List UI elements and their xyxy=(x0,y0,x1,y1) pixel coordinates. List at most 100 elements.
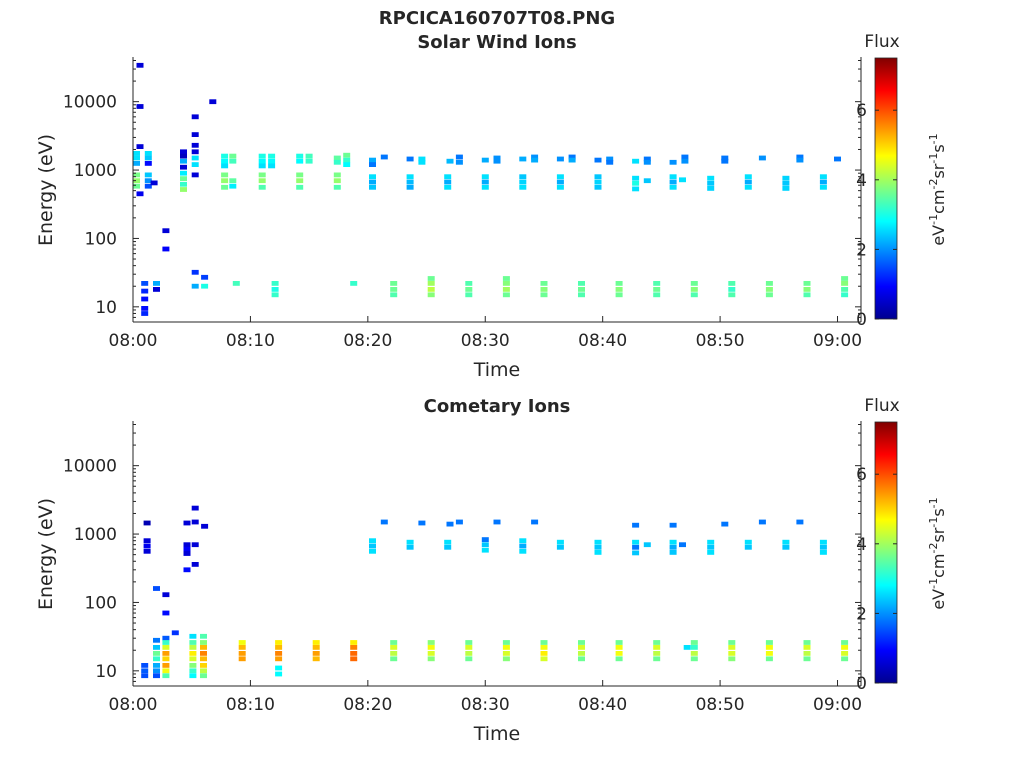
heatmap-cell xyxy=(369,538,376,544)
heatmap-cell xyxy=(841,276,849,281)
heatmap-cell xyxy=(189,673,197,679)
heatmap-cell xyxy=(444,539,452,545)
heatmap-cell xyxy=(803,281,811,286)
heatmap-cell xyxy=(502,281,510,286)
heatmap-cell xyxy=(643,159,651,165)
heatmap-cell xyxy=(540,656,548,662)
heatmap-cell xyxy=(707,180,715,186)
heatmap-cell xyxy=(707,550,715,555)
heatmap-cell xyxy=(669,174,677,180)
heatmap-cell xyxy=(765,287,773,292)
heatmap-cell xyxy=(275,645,283,650)
x-tick-label: 08:30 xyxy=(461,695,510,715)
heatmap-cell xyxy=(834,156,841,162)
heatmap-cell xyxy=(369,157,376,163)
heatmap-cell xyxy=(690,651,698,656)
heatmap-cell xyxy=(350,281,358,286)
heatmap-cell xyxy=(444,184,452,190)
heatmap-cell xyxy=(369,184,376,190)
colorbar-tick-label: 6 xyxy=(856,465,867,485)
heatmap-cell xyxy=(803,645,811,650)
x-tick-label: 08:20 xyxy=(343,331,392,351)
heatmap-cell xyxy=(141,296,149,302)
heatmap-cell xyxy=(721,155,729,161)
heatmap-cell xyxy=(803,292,811,298)
heatmap-cell xyxy=(162,228,170,234)
heatmap-cell xyxy=(721,521,729,527)
heatmap-cell xyxy=(578,287,585,292)
heatmap-cell xyxy=(144,172,152,178)
heatmap-cell xyxy=(390,292,398,298)
heatmap-cell xyxy=(141,311,149,316)
heatmap-cell xyxy=(578,640,585,645)
heatmap-cell xyxy=(143,543,151,549)
heatmap-cell xyxy=(390,645,398,650)
heatmap-cell xyxy=(615,645,623,650)
heatmap-cell xyxy=(444,179,452,185)
heatmap-cell xyxy=(502,656,510,662)
heatmap-cell xyxy=(390,651,398,656)
heatmap-cell xyxy=(427,276,435,281)
x-tick-label: 08:40 xyxy=(578,331,627,351)
heatmap-cell xyxy=(540,645,548,650)
heatmap-cell xyxy=(502,651,510,656)
heatmap-cell xyxy=(465,640,473,645)
heatmap-cell xyxy=(418,156,426,162)
heatmap-cell xyxy=(141,668,149,674)
heatmap-cell xyxy=(296,172,304,178)
heatmap-cell xyxy=(690,281,698,286)
heatmap-cell xyxy=(782,539,790,545)
heatmap-cell xyxy=(183,551,191,556)
heatmap-cell xyxy=(200,640,207,645)
heatmap-cell xyxy=(162,645,170,650)
heatmap-cell xyxy=(343,162,351,167)
heatmap-cell xyxy=(728,640,736,645)
x-tick-label: 08:40 xyxy=(578,695,627,715)
colorbar-units: eV-1cm-2sr-1s-1 xyxy=(927,133,948,245)
heatmap-cell xyxy=(481,547,489,553)
heatmap-cell xyxy=(841,287,849,292)
heatmap-cell xyxy=(191,155,199,161)
heatmap-cell xyxy=(180,164,187,170)
heatmap-cell xyxy=(594,157,602,163)
heatmap-cell xyxy=(200,668,207,674)
heatmap-cell xyxy=(707,544,715,550)
heatmap-cell xyxy=(271,292,279,298)
x-tick-label: 09:00 xyxy=(813,331,862,351)
colorbar-label: Flux xyxy=(864,32,899,52)
heatmap-cell xyxy=(841,640,849,645)
heatmap-cell xyxy=(343,157,351,163)
heatmap-cell xyxy=(141,663,149,668)
heatmap-cell xyxy=(221,172,229,178)
heatmap-cell xyxy=(275,656,283,662)
cometary-ions-panel: Cometary Ions 08:00 08:10 08:20 08:30 08:40 0… xyxy=(35,396,948,745)
heatmap-cell xyxy=(819,539,827,545)
heatmap-cell xyxy=(679,177,686,183)
heatmap-cell xyxy=(200,645,207,650)
heatmap-cell xyxy=(502,287,510,292)
heatmap-cell xyxy=(221,178,229,184)
heatmap-cell xyxy=(502,292,510,298)
heatmap-cell xyxy=(189,651,197,656)
heatmap-cell xyxy=(531,154,539,160)
heatmap-cell xyxy=(258,178,266,184)
heatmap-cell xyxy=(643,542,651,548)
heatmap-cell xyxy=(201,274,209,280)
x-tick-label: 08:50 xyxy=(696,695,745,715)
heatmap-cell xyxy=(200,673,207,679)
heatmap-cell xyxy=(296,178,304,184)
heatmap-cell xyxy=(758,155,766,161)
heatmap-cell xyxy=(369,162,376,167)
heatmap-cell xyxy=(669,539,677,545)
heatmap-cell xyxy=(653,651,661,656)
heatmap-cell xyxy=(556,184,564,190)
heatmap-cell xyxy=(153,287,160,292)
heatmap-cell xyxy=(519,156,527,162)
heatmap-cell xyxy=(728,287,736,292)
colorbar-gradient xyxy=(874,421,898,684)
y-axis-label: Energy (eV) xyxy=(35,498,57,610)
heatmap-cell xyxy=(162,640,170,645)
heatmap-cell xyxy=(632,186,640,192)
heatmap-cell xyxy=(615,651,623,656)
heatmap-cell xyxy=(765,651,773,656)
